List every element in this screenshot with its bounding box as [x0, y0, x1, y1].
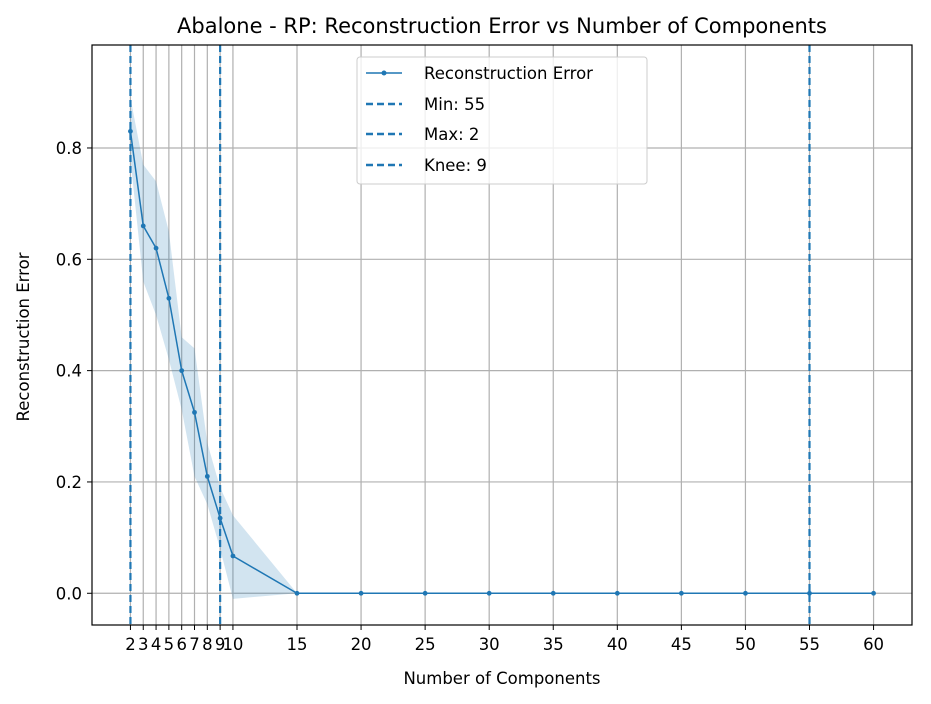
- x-tick-label-3: 3: [138, 635, 149, 654]
- legend-series-marker: [381, 70, 387, 76]
- x-tick-label-55: 55: [799, 635, 820, 654]
- y-tick-label-0.6: 0.6: [56, 250, 82, 269]
- data-point-5: [166, 295, 172, 301]
- data-point-50: [743, 590, 748, 596]
- x-tick-label-6: 6: [176, 635, 187, 654]
- x-axis-label: Number of Components: [403, 669, 600, 688]
- x-tick-label-8: 8: [202, 635, 213, 654]
- series-layer: [128, 128, 876, 596]
- y-ticks: 0.0 0.2 0.4 0.6 0.8: [56, 139, 92, 603]
- data-point-25: [422, 590, 428, 596]
- data-point-3: [140, 223, 146, 229]
- y-tick-label-0.4: 0.4: [56, 362, 82, 381]
- legend-label-knee: Knee: 9: [424, 156, 487, 175]
- data-point-40: [614, 590, 620, 596]
- x-tick-label-7: 7: [189, 635, 200, 654]
- x-tick-label-25: 25: [415, 635, 436, 654]
- legend: Reconstruction Error Min: 55 Max: 2 Knee…: [356, 56, 648, 185]
- legend-label-max: Max: 2: [424, 125, 479, 144]
- plot-frame: [91, 44, 913, 626]
- y-tick-label-0.0: 0.0: [56, 584, 82, 603]
- x-ticks: 2 3 4 5 6 7 8 910 15 20 25 30 35 40 45 50 55 60: [125, 625, 884, 654]
- x-tick-label-40: 40: [607, 635, 628, 654]
- data-point-9: [217, 515, 223, 521]
- x-tick-label-60: 60: [863, 635, 884, 654]
- x-tick-label-50: 50: [735, 635, 756, 654]
- x-tick-label-45: 45: [671, 635, 692, 654]
- x-tick-label-5: 5: [164, 635, 175, 654]
- data-point-7: [192, 409, 197, 415]
- data-point-2: [128, 128, 133, 134]
- data-point-4: [153, 245, 159, 251]
- legend-box: [356, 56, 648, 185]
- data-point-10: [230, 553, 236, 559]
- legend-label-min: Min: 55: [424, 95, 485, 114]
- legend-label-series: Reconstruction Error: [424, 64, 593, 83]
- data-point-60: [871, 590, 876, 596]
- data-point-6: [179, 368, 185, 374]
- y-tick-label-0.2: 0.2: [56, 473, 82, 492]
- data-point-55: [807, 590, 812, 596]
- data-point-45: [678, 590, 684, 596]
- x-tick-label-9: 9: [215, 635, 226, 654]
- x-tick-label-20: 20: [351, 635, 372, 654]
- x-tick-label-35: 35: [543, 635, 564, 654]
- chart-title: Abalone - RP: Reconstruction Error vs Nu…: [177, 14, 827, 38]
- y-tick-label-0.8: 0.8: [56, 139, 82, 158]
- x-tick-label-30: 30: [479, 635, 500, 654]
- x-tick-label-15: 15: [287, 635, 308, 654]
- data-point-35: [550, 590, 556, 596]
- data-point-30: [486, 590, 492, 596]
- data-point-15: [294, 590, 300, 596]
- vertical-lines: [129, 45, 811, 625]
- x-tick-label-10: 10: [222, 635, 243, 654]
- x-tick-label-4: 4: [151, 635, 162, 654]
- data-point-8: [204, 473, 210, 479]
- x-tick-label-2: 2: [125, 635, 136, 654]
- y-axis-label: Reconstruction Error: [14, 252, 33, 421]
- data-point-20: [358, 590, 364, 596]
